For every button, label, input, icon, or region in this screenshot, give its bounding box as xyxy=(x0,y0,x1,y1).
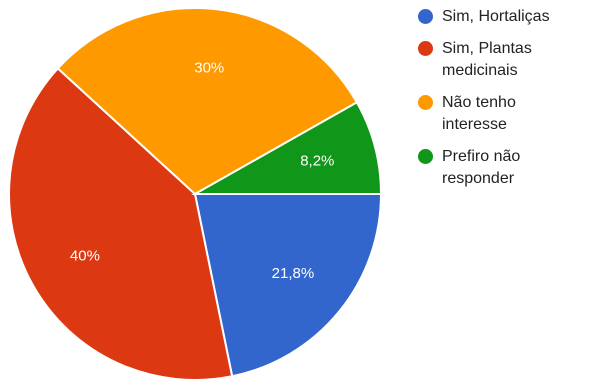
pie-slice-3 xyxy=(191,100,383,195)
legend-swatch-icon xyxy=(418,95,433,110)
pie-slice-1 xyxy=(8,66,234,381)
legend: Sim, Hortaliças Sim, Plantas medicinais Nã… xyxy=(418,6,588,200)
pie-slices xyxy=(8,7,383,381)
slice-value-label-0: 21,8% xyxy=(272,265,315,282)
legend-swatch-icon xyxy=(418,9,433,24)
slice-value-label-2: 30% xyxy=(194,59,224,76)
legend-label: Prefiro não responder xyxy=(442,148,521,187)
legend-label: Não tenho interesse xyxy=(442,94,516,133)
legend-item-1: Sim, Plantas medicinais xyxy=(418,38,588,82)
legend-swatch-icon xyxy=(418,149,433,164)
pie-value-labels: 21,8% 40% 30% 8,2% xyxy=(70,59,334,282)
slice-value-label-1: 40% xyxy=(70,247,100,264)
legend-swatch-icon xyxy=(418,41,433,56)
pie-chart: 21,8% 40% 30% 8,2% xyxy=(8,7,383,381)
pie-slice-0 xyxy=(193,193,383,378)
slice-value-label-3: 8,2% xyxy=(300,153,334,170)
legend-item-3: Prefiro não responder xyxy=(418,146,588,190)
legend-item-0: Sim, Hortaliças xyxy=(418,6,588,28)
legend-label: Sim, Hortaliças xyxy=(442,8,550,25)
legend-label: Sim, Plantas medicinais xyxy=(442,40,532,79)
pie-slice-2 xyxy=(56,7,359,196)
legend-item-2: Não tenho interesse xyxy=(418,92,588,136)
